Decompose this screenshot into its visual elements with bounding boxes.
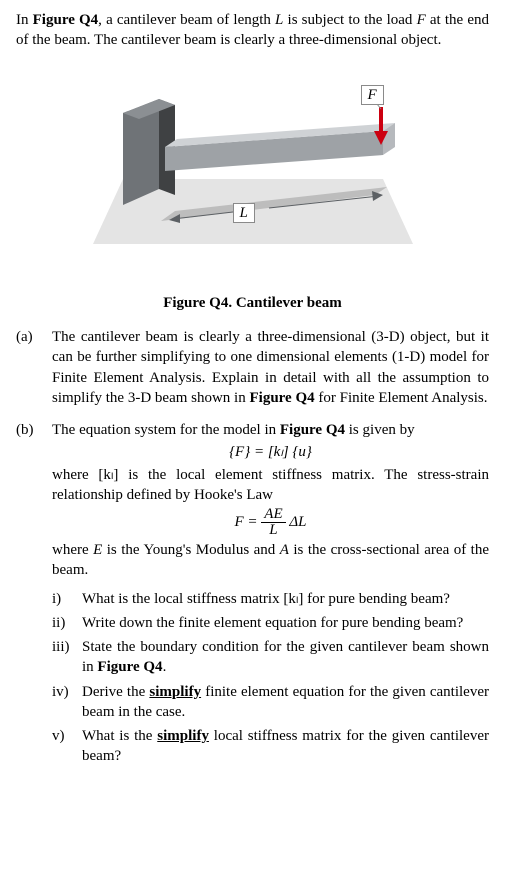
eq1-text: {F} = [kₗ] {u}: [229, 444, 312, 460]
part-a-figref: Figure Q4: [249, 390, 314, 406]
sub-list: i) What is the local stiffness matrix [k…: [52, 589, 489, 767]
item-iv: iv) Derive the simplify finite element e…: [52, 682, 489, 723]
part-a-post: for Finite Element Analysis.: [315, 390, 488, 406]
intro-F: F: [417, 12, 426, 28]
part-b: (b) The equation system for the model in…: [16, 420, 489, 771]
part-a-label: (a): [16, 327, 52, 408]
part-a-body: The cantilever beam is clearly a three-d…: [52, 327, 489, 408]
item-i: i) What is the local stiffness matrix [k…: [52, 589, 489, 609]
intro-paragraph: In Figure Q4, a cantilever beam of lengt…: [16, 10, 489, 51]
intro-mid: , a cantilever beam of length: [98, 12, 275, 28]
part-b-body: The equation system for the model in Fig…: [52, 420, 489, 771]
intro-mid2: is subject to the load: [283, 12, 416, 28]
label-L-box: L: [233, 203, 255, 224]
figure-container: F L: [16, 59, 489, 275]
part-a: (a) The cantilever beam is clearly a thr…: [16, 327, 489, 408]
figure-caption: Figure Q4. Cantilever beam: [16, 293, 489, 313]
label-F-box: F: [361, 85, 384, 106]
item-iii: iii) State the boundary condition for th…: [52, 637, 489, 678]
page: In Figure Q4, a cantilever beam of lengt…: [0, 0, 505, 799]
figure-q4: F L: [83, 59, 423, 269]
eq-hooke: F = AE L ΔL: [52, 507, 489, 538]
part-b-label: (b): [16, 420, 52, 771]
item-v: v) What is the simplify local stiffness …: [52, 726, 489, 767]
part-b-line3: where E is the Young's Modulus and A is …: [52, 540, 489, 581]
item-ii: ii) Write down the finite element equati…: [52, 613, 489, 633]
intro-figref: Figure Q4: [33, 12, 99, 28]
part-b-line2: where [kₗ] is the local element stiffnes…: [52, 465, 489, 506]
intro-pre: In: [16, 12, 33, 28]
fraction: AE L: [261, 507, 285, 538]
eq-system: {F} = [kₗ] {u}: [52, 442, 489, 462]
part-b-line1: The equation system for the model in Fig…: [52, 420, 489, 440]
